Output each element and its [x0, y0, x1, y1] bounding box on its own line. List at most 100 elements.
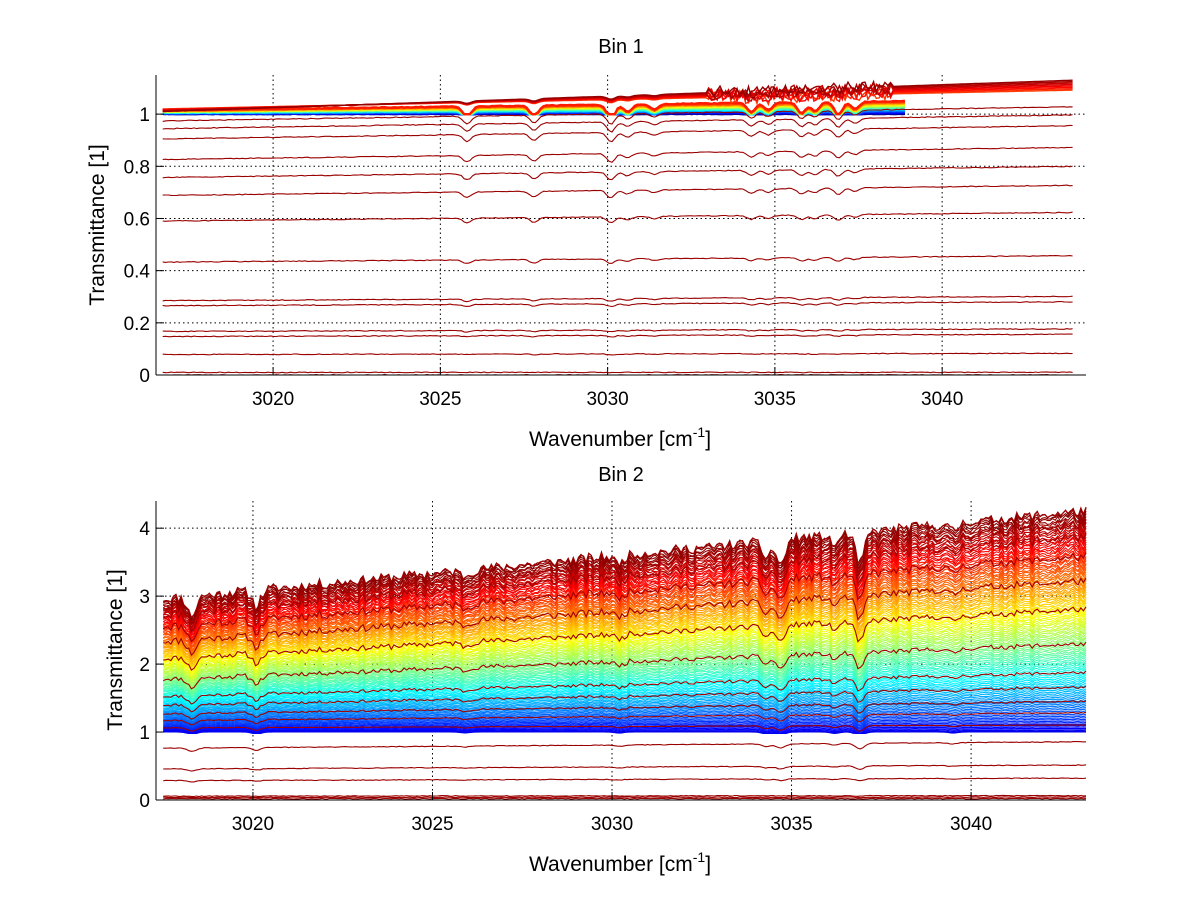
- x-tick-label: 3040: [921, 389, 963, 410]
- series-line: [163, 731, 1086, 734]
- series-line: [163, 703, 1087, 722]
- series-line: [162, 352, 1073, 356]
- series-line: [163, 622, 1087, 680]
- y-tick-labels: 0 0.2 0.4 0.6 0.8 1: [124, 105, 151, 387]
- series-line: [162, 255, 1073, 264]
- series-line: [163, 730, 1087, 734]
- series-line: [163, 684, 1087, 712]
- y-tick-label: 1: [139, 105, 150, 126]
- series-line: [163, 652, 1087, 695]
- series-line: [163, 674, 1087, 707]
- series-line: [163, 548, 1087, 642]
- series-line: [162, 515, 1087, 626]
- series-line: [163, 510, 1087, 622]
- series-line: [163, 676, 1087, 708]
- series-line: [163, 609, 1087, 674]
- series-line: [163, 537, 1087, 635]
- y-tick-label: 0.4: [124, 262, 151, 283]
- series-line: [163, 580, 1087, 658]
- series-line: [163, 713, 1087, 727]
- series-line: [163, 577, 1087, 657]
- series-line: [163, 723, 1087, 732]
- series-line: [162, 328, 1073, 333]
- series-line: [163, 721, 1087, 731]
- series-line: [163, 643, 1087, 691]
- x-axis-label: Wavenumber [cm-1]: [529, 849, 711, 876]
- series-line: [162, 569, 1087, 653]
- series-line: [163, 606, 1087, 671]
- y-axis-label: Transmittance [1]: [86, 144, 109, 305]
- series-line: [163, 690, 1087, 715]
- series-line: [163, 582, 1087, 659]
- y-tick-labels: 0 1 2 3 4: [139, 519, 150, 812]
- series-line: [163, 716, 1087, 729]
- y-tick-label: 3: [139, 587, 150, 608]
- series-line: [163, 628, 1087, 683]
- x-tick-label: 3030: [591, 814, 633, 835]
- series-line: [163, 585, 1087, 661]
- series-line: [163, 513, 1087, 623]
- series-line: [163, 682, 1087, 711]
- chart-title: Bin 2: [598, 464, 644, 486]
- x-tick-label: 3035: [770, 814, 812, 835]
- x-tick-label: 3035: [754, 389, 796, 410]
- series-line: [163, 631, 1087, 684]
- series-line: [163, 726, 1087, 734]
- series-line: [163, 700, 1087, 720]
- series-line: [162, 106, 1073, 125]
- series-line: [163, 656, 1087, 698]
- series-line: [163, 777, 1087, 783]
- series-line: [162, 124, 1073, 143]
- series-line: [162, 641, 1087, 690]
- series-line: [163, 691, 1087, 716]
- series-line: [163, 699, 1087, 720]
- series-line: [162, 146, 1073, 163]
- x-tick-label: 3025: [411, 814, 453, 835]
- x-tick-label: 3030: [586, 389, 628, 410]
- series-line: [163, 649, 1087, 695]
- y-tick-label: 2: [139, 655, 150, 676]
- series-line: [162, 371, 1073, 374]
- series-line: [163, 695, 1087, 718]
- series-line: [163, 711, 1087, 726]
- series-line: [163, 727, 1087, 734]
- series-line: [163, 633, 1087, 686]
- series-line: [163, 648, 1087, 694]
- series-line: [163, 620, 1087, 680]
- series-line: [163, 626, 1087, 682]
- y-tick-label: 4: [139, 519, 150, 540]
- series-line: [163, 654, 1087, 697]
- series-line: [163, 796, 1087, 799]
- series-line: [163, 616, 1087, 677]
- series-line: [162, 165, 1073, 181]
- series-line: [162, 333, 1073, 338]
- series-line: [163, 639, 1087, 689]
- x-tick-label: 3020: [252, 389, 294, 410]
- series-line: [163, 701, 1087, 721]
- y-axis-label: Transmittance [1]: [104, 569, 127, 730]
- y-tick-label: 0.8: [124, 157, 150, 178]
- series-line: [163, 706, 1087, 723]
- series-line: [163, 560, 1087, 647]
- y-tick-label: 0: [139, 366, 150, 387]
- series-line: [162, 527, 1087, 632]
- series-line: [163, 611, 1087, 674]
- series-line: [163, 571, 1087, 653]
- plot-area: [162, 506, 1087, 800]
- chart-title: Bin 1: [598, 36, 644, 58]
- series-line: [163, 666, 1087, 703]
- y-tick-label: 0: [139, 791, 150, 812]
- series-line: [162, 591, 1087, 664]
- grid: [156, 75, 1086, 376]
- series-line: [163, 718, 1087, 729]
- series-line: [163, 764, 1087, 772]
- series-line: [163, 613, 1087, 676]
- series-line: [163, 519, 1087, 626]
- series-line: [162, 79, 1073, 113]
- series-line: [163, 522, 1087, 629]
- series-line: [163, 602, 1087, 670]
- x-tick-labels: 3020 3025 3030 3035 3040: [252, 389, 963, 410]
- series-line: [162, 541, 1087, 637]
- series-line: [162, 567, 1087, 651]
